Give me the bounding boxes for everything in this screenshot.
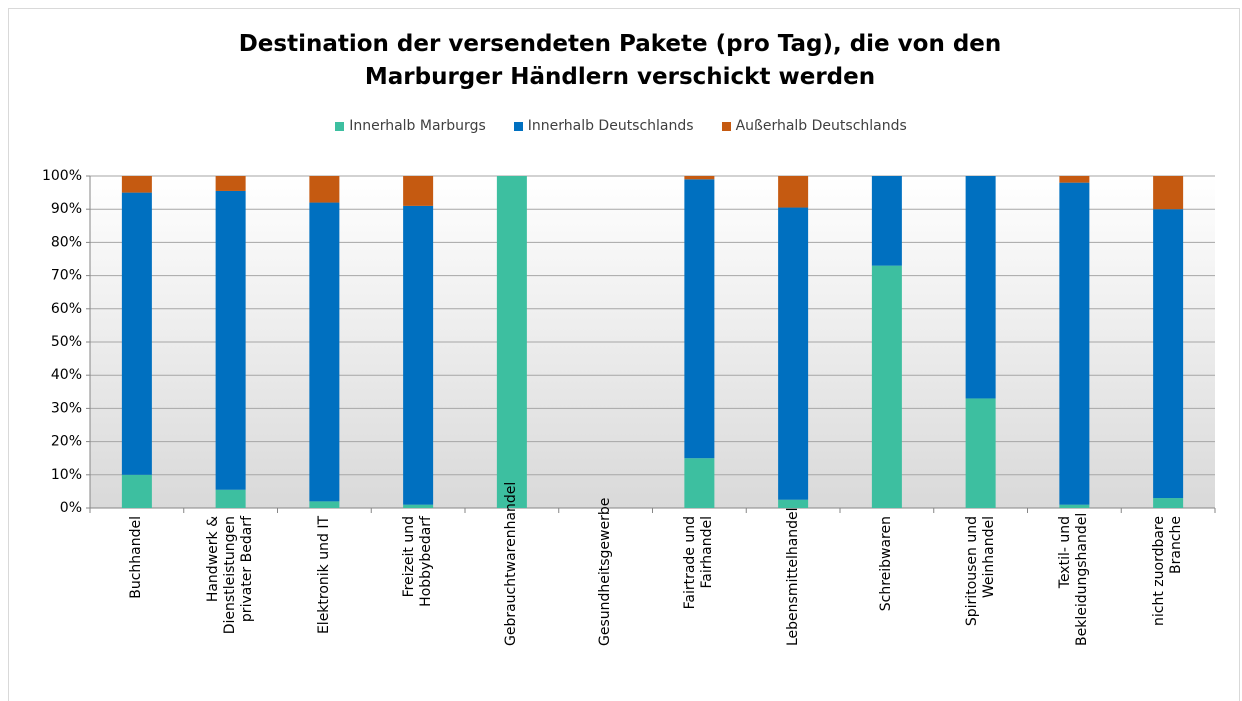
chart-frame <box>8 8 1240 701</box>
bar-segment <box>778 176 809 208</box>
bar-segment <box>121 192 152 475</box>
bar-segment <box>309 202 340 502</box>
x-tick-label: nicht zuordbare Branche <box>1151 516 1185 626</box>
x-tick-label: Elektronik und IT <box>315 516 332 635</box>
bar-segment <box>1153 498 1184 508</box>
x-tick-label: Textil- und Bekleidungshandel <box>1057 512 1091 646</box>
legend-swatch <box>513 121 523 131</box>
y-tick-label: 80% <box>51 234 82 250</box>
x-tick-label: Fairtrade und Fairhandel <box>682 516 716 610</box>
bar-segment <box>684 176 715 180</box>
y-tick-label: 70% <box>51 268 82 284</box>
x-tick-label: Schreibwaren <box>878 516 895 612</box>
bar-segment <box>871 176 902 266</box>
bar-segment <box>684 458 715 508</box>
bar-segment <box>215 176 246 191</box>
legend-item: Innerhalb Deutschlands <box>513 118 694 134</box>
y-tick-label: 20% <box>51 434 82 450</box>
bar-segment <box>403 205 434 505</box>
bar-segment <box>496 176 527 508</box>
y-tick-label: 50% <box>51 334 82 350</box>
bar-segment <box>215 489 246 508</box>
y-tick-label: 90% <box>51 201 82 217</box>
legend-item: Außerhalb Deutschlands <box>721 118 907 134</box>
bar-segment <box>309 501 340 508</box>
legend-label: Innerhalb Marburgs <box>349 118 486 134</box>
legend-swatch <box>721 121 731 131</box>
x-tick-label: Gebrauchtwarenhandel <box>503 481 520 646</box>
legend-label: Innerhalb Deutschlands <box>527 118 694 134</box>
x-tick-label: Lebensmittelhandel <box>784 507 801 646</box>
y-tick-label: 0% <box>60 500 82 516</box>
bar-segment <box>778 499 809 508</box>
bar-segment <box>215 190 246 490</box>
bar-segment <box>965 176 996 399</box>
bar-segment <box>778 207 809 500</box>
y-tick-label: 10% <box>51 467 82 483</box>
bar-segment <box>1059 176 1090 183</box>
bar-segment <box>1153 209 1184 499</box>
legend-swatch <box>335 121 345 131</box>
bar-segment <box>1059 504 1090 508</box>
x-tick-label: Buchhandel <box>128 516 145 599</box>
bar-segment <box>871 265 902 508</box>
bar-segment <box>1059 182 1090 505</box>
bar-segment <box>403 176 434 206</box>
x-tick-label: Freizeit und Hobbybedarf <box>401 516 435 607</box>
bar-segment <box>309 176 340 203</box>
legend-label: Außerhalb Deutschlands <box>735 118 907 134</box>
y-tick-label: 100% <box>42 168 82 184</box>
x-tick-label: Spiritousen und Weinhandel <box>963 516 997 627</box>
x-tick-label: Gesundheitsgewerbe <box>597 497 614 646</box>
x-tick-label: Handwerk & Dienstleistungen privater Bed… <box>205 516 256 635</box>
bar-segment <box>965 398 996 508</box>
y-tick-label: 30% <box>51 400 82 416</box>
bar-segment <box>403 504 434 508</box>
bar-segment <box>684 179 715 459</box>
bar-segment <box>121 176 152 193</box>
y-tick-label: 60% <box>51 301 82 317</box>
legend: Innerhalb Marburgs Innerhalb Deutschlands… <box>0 118 1242 134</box>
bar-segment <box>121 474 152 508</box>
bar-segment <box>1153 176 1184 210</box>
chart-title: Destination der versendeten Pakete (pro … <box>238 31 1002 90</box>
legend-item: Innerhalb Marburgs <box>335 118 486 134</box>
y-tick-label: 40% <box>51 367 82 383</box>
